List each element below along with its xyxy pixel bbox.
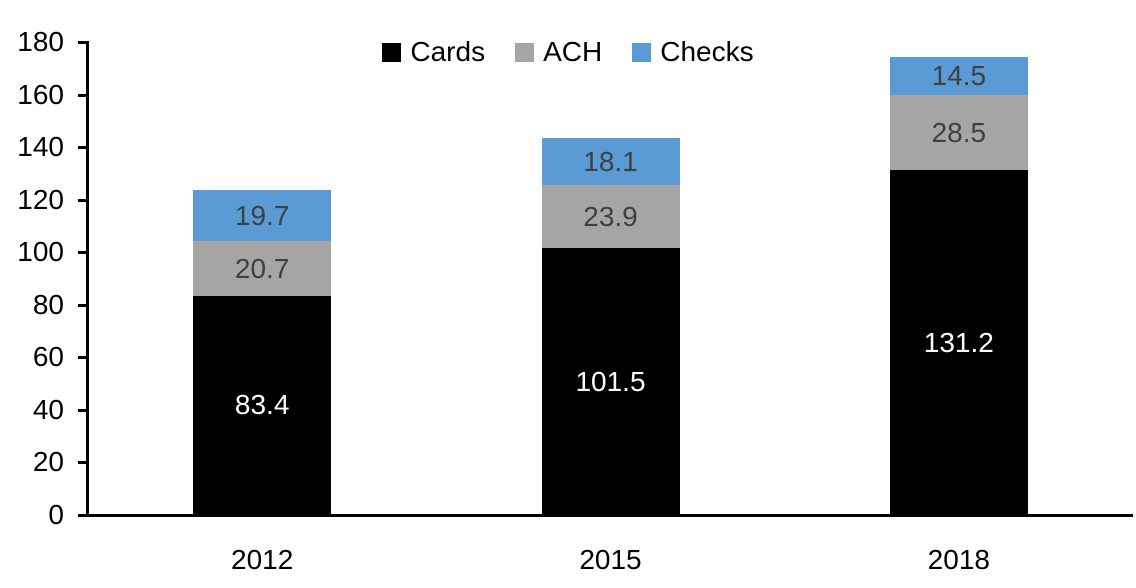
y-axis-tick [78,408,88,412]
y-axis-tick [78,251,88,255]
y-axis-tick [78,356,88,360]
bar-segment-checks-2015: 18.1 [541,137,680,186]
y-axis-tick [78,41,88,44]
y-axis-tick [78,461,88,465]
y-axis-tick [78,93,88,97]
bar-value-label: 101.5 [575,365,646,397]
legend-swatch-cards-icon [382,42,402,62]
bar-value-label: 19.7 [234,199,290,231]
bar-segment-ach-2015: 23.9 [541,185,680,249]
y-axis-tick-label: 160 [17,78,64,110]
legend-swatch-checks-icon [632,42,652,62]
bar-value-label: 20.7 [234,252,290,284]
legend-label: Checks [660,36,754,67]
y-axis-tick-label: 140 [17,131,64,163]
y-axis-tick-label: 180 [17,26,64,57]
bar-segment-cards-2015: 101.5 [541,248,680,515]
y-axis-tick [78,303,88,307]
bar-segment-cards-2012: 83.4 [193,295,332,515]
bar-value-label: 23.9 [583,200,638,232]
bar-segment-ach-2018: 28.5 [889,95,1028,171]
bar-value-label: 131.2 [923,326,994,358]
legend-item-checks: Checks [632,36,754,67]
y-axis-tick-label: 20 [32,446,64,478]
bar-value-label: 14.5 [931,60,987,92]
y-axis-tick-label: 0 [48,499,64,530]
y-axis-tick-label: 100 [17,236,64,268]
y-axis-tick [78,198,88,202]
legend-label: ACH [543,36,603,67]
bar-value-label: 83.4 [234,389,290,421]
legend-item-cards: Cards [382,38,485,66]
bar-segment-checks-2012: 19.7 [193,189,332,242]
legend-item-ach: ACH [515,38,602,66]
y-axis-tick [78,146,88,150]
y-axis-line [86,41,89,516]
y-axis-tick-label: 80 [32,288,64,320]
bar-segment-cards-2018: 131.2 [889,170,1028,515]
legend-swatch-ach-icon [515,42,535,62]
x-axis-label-2012: 2012 [231,544,294,575]
bar-segment-checks-2018: 14.5 [889,57,1028,96]
bar-segment-ach-2012: 20.7 [193,241,332,296]
x-axis-line [78,514,1133,517]
y-axis-tick-label: 120 [17,183,64,215]
legend-label: Cards [410,36,486,67]
x-axis-label-2018: 2018 [927,544,990,575]
bar-value-label: 28.5 [931,116,987,148]
x-axis-label-2015: 2015 [579,544,642,575]
bar-value-label: 18.1 [583,145,638,177]
y-axis-tick-label: 60 [32,341,64,373]
legend: Cards ACH Checks [0,38,1136,66]
y-axis-tick-label: 40 [32,393,64,425]
